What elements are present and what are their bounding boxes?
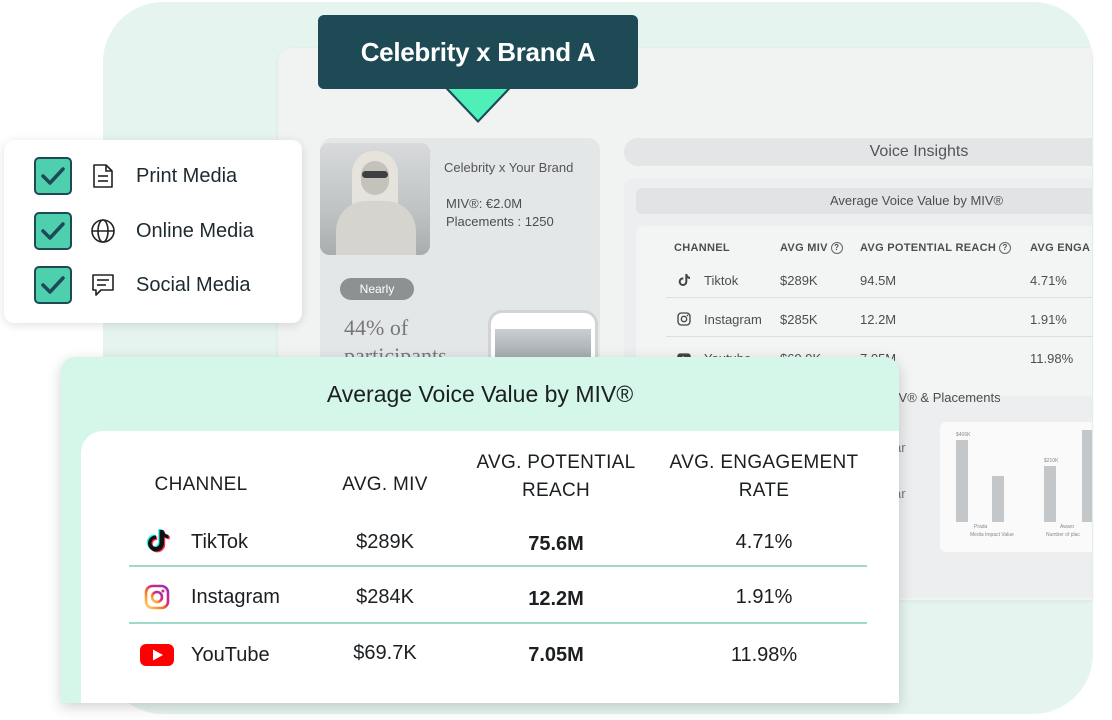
miv-instagram: $284K [356, 586, 414, 608]
filter-print-media[interactable]: Print Media [34, 157, 237, 195]
channel-name-instagram: Instagram [191, 586, 280, 608]
checkmark-icon [41, 276, 65, 294]
checkmark-icon [41, 167, 65, 185]
reach-instagram: 12.2M [528, 588, 584, 610]
voice-value-table: CHANNEL AVG. MIV AVG. POTENTIAL REACH AV… [81, 431, 899, 703]
voice-value-title: Average Voice Value by MIV® [326, 381, 634, 407]
miv-youtube: $69.7K [353, 642, 417, 664]
x-label-0: Prada [974, 524, 988, 530]
celebrity-photo [320, 143, 430, 255]
globe-icon [90, 218, 116, 244]
engagement-youtube: 11.98% [730, 644, 798, 666]
profile-title: Celebrity x Your Brand [444, 160, 574, 175]
mini-miv-0: $289K [780, 273, 818, 288]
profile-miv: MIV®: €2.0M [446, 196, 523, 211]
voice-value-card: Average Voice Value by MIV® CHANNEL AVG.… [61, 357, 899, 703]
mini-col-reach: AVG POTENTIAL REACH? [860, 242, 1012, 254]
social-media-checkbox[interactable] [34, 266, 72, 304]
bar-label-1: $210K [1044, 458, 1059, 464]
chart-title: y MIV® & Placements [874, 390, 1001, 405]
mini-engagement-0: 4.71% [1030, 273, 1067, 288]
mini-col-miv: AVG MIV? [780, 242, 843, 254]
social-media-label: Social Media [136, 273, 251, 296]
instagram-icon [677, 312, 691, 326]
bar-label-0: $406K [956, 432, 971, 438]
col-header-channel: CHANNEL [154, 474, 248, 495]
mini-engagement-2: 11.98% [1030, 351, 1074, 366]
channel-name-tiktok: TikTok [191, 531, 249, 553]
ghost-label-0: ar [894, 440, 906, 455]
mini-channel-0: Tiktok [704, 273, 739, 288]
reach-tiktok: 75.6M [528, 533, 584, 555]
legend-1: Number of plac [1046, 532, 1080, 538]
online-media-label: Online Media [136, 219, 254, 242]
voice-insights-subtitle: Average Voice Value by MIV® [636, 188, 1092, 214]
online-media-checkbox[interactable] [34, 212, 72, 250]
x-label-1: Awaro [1060, 524, 1075, 530]
col-header-reach: AVG. POTENTIAL REACH [476, 452, 636, 501]
checkmark-icon [41, 222, 65, 240]
engagement-tiktok: 4.71% [735, 531, 793, 553]
mini-miv-1: $285K [780, 312, 818, 327]
engagement-instagram: 1.91% [735, 586, 793, 608]
media-filter-card: Print Media Online Media Social Media [4, 140, 302, 323]
row-divider [129, 565, 867, 567]
profile-card[interactable]: Celebrity x Your Brand MIV®: €2.0M Place… [320, 138, 600, 378]
bar-1 [992, 476, 1004, 522]
legend-0: Media Impact Value [970, 532, 1014, 538]
tiktok-icon [146, 529, 170, 553]
tiktok-icon [678, 274, 690, 286]
ghost-label-1: ar [894, 486, 906, 501]
tooltip-arrow [444, 84, 512, 120]
brand-tooltip: Celebrity x Brand A [318, 15, 638, 89]
chat-icon [90, 272, 116, 298]
mini-channel-1: Instagram [704, 312, 762, 327]
nearly-badge: Nearly [340, 278, 414, 300]
voice-insights-header: Voice Insights [624, 138, 1092, 166]
mini-engagement-1: 1.91% [1030, 312, 1067, 327]
instagram-icon [144, 584, 170, 610]
mini-bar-chart: $406K $210K Prada Awaro Media Impact Val… [940, 422, 1092, 552]
bar-3 [1082, 430, 1092, 522]
miv-tiktok: $289K [356, 531, 414, 553]
col-header-miv: AVG. MIV [342, 474, 428, 495]
bar-2 [1044, 466, 1056, 522]
reach-youtube: 7.05M [528, 644, 584, 666]
filter-social-media[interactable]: Social Media [34, 266, 251, 304]
mini-reach-0: 94.5M [860, 273, 897, 288]
mini-col-channel: CHANNEL [674, 242, 730, 254]
channel-name-youtube: YouTube [191, 644, 270, 666]
row-divider [129, 622, 867, 624]
print-media-label: Print Media [136, 164, 238, 187]
bar-0 [956, 440, 968, 522]
mini-reach-1: 12.2M [860, 312, 897, 327]
col-header-engagement: AVG. ENGAGEMENT RATE [669, 452, 859, 501]
document-icon [90, 163, 116, 189]
mini-col-engagement: AVG ENGA [1030, 242, 1091, 254]
profile-placements: Placements : 1250 [446, 214, 554, 229]
print-media-checkbox[interactable] [34, 157, 72, 195]
youtube-icon [140, 644, 174, 666]
filter-online-media[interactable]: Online Media [34, 212, 254, 250]
